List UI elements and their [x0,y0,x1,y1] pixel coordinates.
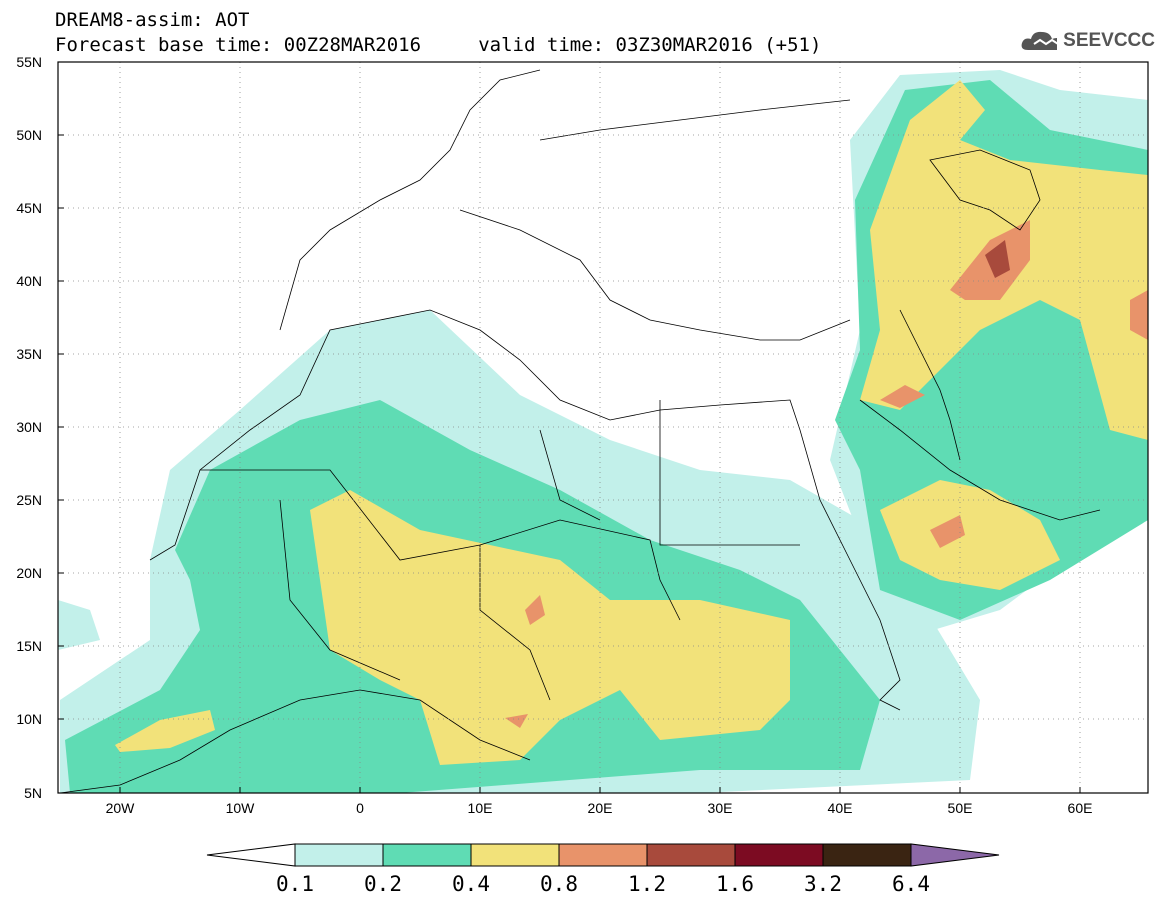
lat-label: 50N [16,127,42,143]
lat-label: 40N [16,273,42,289]
grid-lines [58,62,1148,793]
colorbar-high-arrow [910,843,1000,867]
seevccc-logo: SEEVCCC [1020,28,1155,54]
logo-text: SEEVCCC [1063,30,1155,51]
lon-label: 60E [1067,800,1093,816]
tick-marks [58,61,1081,794]
colorbar-swatch [470,843,560,867]
lon-label: 10E [467,800,493,816]
colorbar-low-arrow [206,843,296,867]
coastlines [59,69,1101,793]
colorbar-swatch [558,843,648,867]
colorbar-swatch [382,843,472,867]
lon-label: 0 [356,800,364,816]
lat-label: 20N [16,565,42,581]
lat-label: 5N [24,785,42,801]
colorbar-label: 1.2 [628,872,666,896]
title-line-2: Forecast base time: 00Z28MAR2016 valid t… [55,34,822,56]
lon-label: 40E [827,800,853,816]
colorbar-label: 0.2 [364,872,402,896]
lat-label: 10N [16,711,42,727]
lat-label: 45N [16,200,42,216]
lat-label: 25N [16,492,42,508]
lat-label: 55N [16,54,42,70]
colorbar-label: 6.4 [892,872,930,896]
colorbar-label: 1.6 [716,872,754,896]
aot-fields [58,62,1148,793]
lat-label: 15N [16,638,42,654]
colorbar-label: 0.1 [276,872,314,896]
lon-label: 30E [707,800,733,816]
colorbar-label: 3.2 [804,872,842,896]
colorbar [206,843,1000,867]
colorbar-label: 0.4 [452,872,490,896]
lon-label: 10W [225,800,255,816]
colorbar-swatch [734,843,824,867]
colorbar-swatch [646,843,736,867]
lon-label: 20W [105,800,135,816]
title-line-1: DREAM8-assim: AOT [55,9,250,31]
lon-label: 50E [947,800,973,816]
lat-label: 35N [16,346,42,362]
colorbar-label: 0.8 [540,872,578,896]
lat-label: 30N [16,419,42,435]
lon-label: 20E [587,800,613,816]
colorbar-swatch [822,843,912,867]
colorbar-swatch [294,843,384,867]
cloud-icon [1021,31,1058,50]
